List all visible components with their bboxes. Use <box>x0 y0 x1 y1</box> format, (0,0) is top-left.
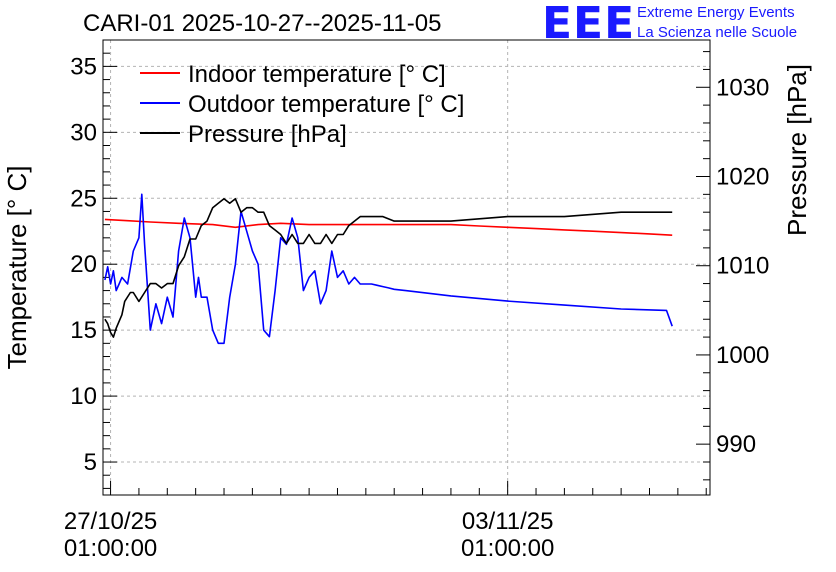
eee-logo: EEE <box>542 0 636 49</box>
y2-tick-label: 1030 <box>716 74 769 101</box>
y-tick-label: 25 <box>70 185 97 212</box>
y-tick-label: 30 <box>70 119 97 146</box>
y2-tick-label: 1000 <box>716 342 769 369</box>
y-tick-label: 10 <box>70 383 97 410</box>
legend-label-2: Pressure [hPa] <box>188 121 347 148</box>
y2-tick-label: 1010 <box>716 253 769 280</box>
series-line-0 <box>104 218 673 236</box>
plot-frame <box>102 39 711 496</box>
x-tick-label-time: 01:00:00 <box>64 535 157 562</box>
y2-tick-label: 1020 <box>716 164 769 191</box>
series-line-1 <box>104 193 673 345</box>
logo-line-1: Extreme Energy Events <box>637 4 795 21</box>
y-tick-label: 20 <box>70 251 97 278</box>
y2-axis-title: Pressure [hPa] <box>782 64 812 236</box>
x-tick-label-date: 27/10/25 <box>64 508 157 535</box>
y2-tick-label: 990 <box>716 431 756 458</box>
x-tick-label-time: 01:00:00 <box>461 535 554 562</box>
legend-label-0: Indoor temperature [° C] <box>188 61 446 88</box>
chart-title: CARI-01 2025-10-27--2025-11-05 <box>83 10 442 37</box>
y-tick-label: 35 <box>70 53 97 80</box>
y-tick-label: 5 <box>84 449 97 476</box>
series-line-2 <box>104 198 673 338</box>
logo-line-2: La Scienza nelle Scuole <box>637 24 798 41</box>
y-tick-label: 15 <box>70 317 97 344</box>
y-axis-title: Temperature [° C] <box>2 165 32 369</box>
legend-label-1: Outdoor temperature [° C] <box>188 91 464 118</box>
x-tick-label-date: 03/11/25 <box>462 508 554 535</box>
